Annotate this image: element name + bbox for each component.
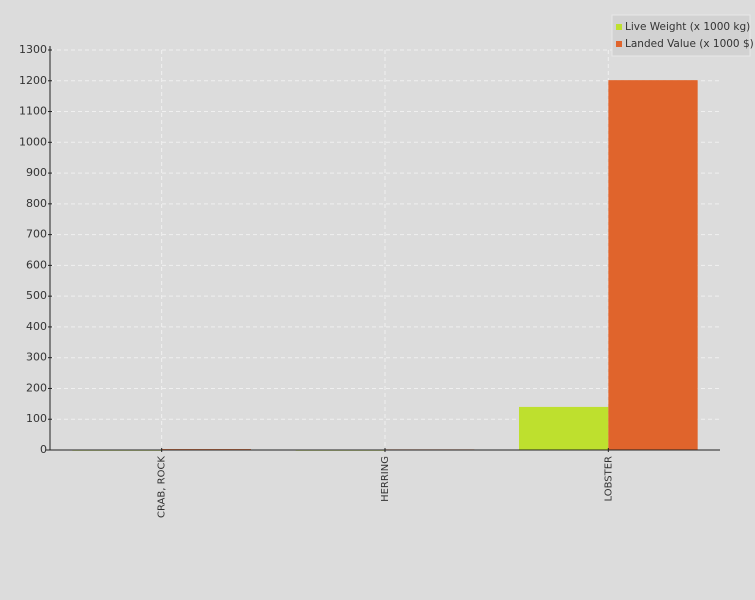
y-tick-label: 900	[26, 166, 47, 179]
bar	[519, 406, 609, 450]
x-tick-label: CRAB, ROCK	[157, 456, 168, 518]
y-tick-label: 1200	[19, 74, 47, 87]
y-tick-label: 700	[26, 228, 47, 241]
x-tick-label: HERRING	[380, 456, 391, 502]
y-tick-label: 1100	[19, 105, 47, 118]
x-tick-label: LOBSTER	[603, 456, 614, 502]
bar	[608, 80, 698, 451]
legend-label: Landed Value (x 1000 $)	[625, 38, 754, 50]
y-tick-label: 800	[26, 197, 47, 210]
legend-box	[611, 14, 751, 57]
y-tick-label: 300	[26, 351, 47, 364]
y-tick-label: 600	[26, 258, 47, 271]
y-tick-label: 1300	[19, 43, 47, 56]
y-tick-label: 500	[26, 289, 47, 302]
legend-label: Live Weight (x 1000 kg)	[625, 21, 750, 33]
y-tick-label: 100	[26, 412, 47, 425]
legend-swatch	[616, 41, 622, 47]
y-tick-label: 1000	[19, 135, 47, 148]
y-tick-label: 200	[26, 381, 47, 394]
legend-swatch	[616, 24, 622, 30]
y-tick-label: 0	[40, 443, 47, 456]
y-tick-label: 400	[26, 320, 47, 333]
